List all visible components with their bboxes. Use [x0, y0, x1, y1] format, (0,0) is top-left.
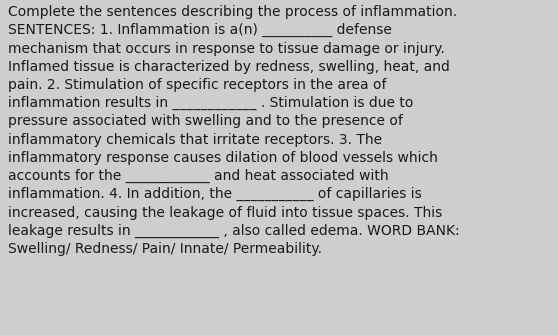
Text: Complete the sentences describing the process of inflammation.
SENTENCES: 1. Inf: Complete the sentences describing the pr… [8, 5, 460, 256]
